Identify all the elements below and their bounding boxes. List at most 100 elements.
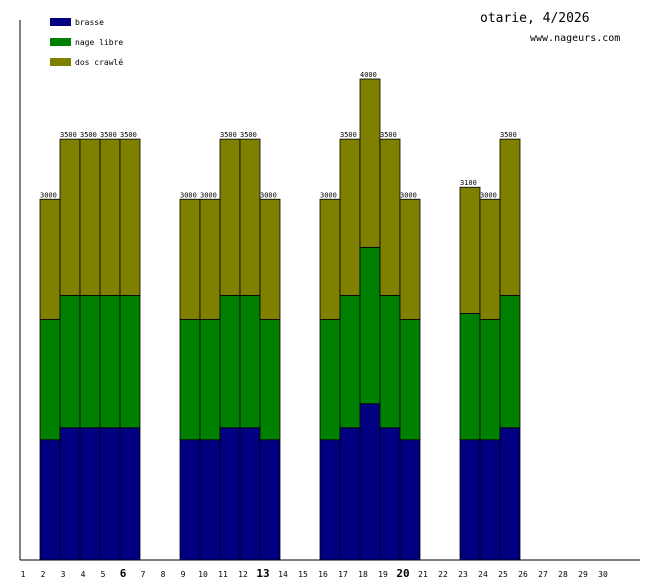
data-label-day-2: 3000 [40, 191, 57, 199]
bar-segment-nage-libre-day-3 [59, 295, 81, 429]
bar-segment-nage-libre-day-19 [379, 295, 401, 429]
x-tick-label-27: 27 [538, 570, 548, 579]
bar-segment-nage-libre-day-5 [99, 295, 121, 429]
bar-segment-nage-libre-day-12 [239, 295, 261, 429]
data-label-day-20: 3000 [400, 191, 417, 199]
x-tick-label-15: 15 [298, 570, 308, 579]
data-label-day-18: 4000 [360, 71, 377, 79]
legend-swatch-nage-libre [50, 38, 71, 46]
bar-segment-nage-libre-day-23 [459, 313, 481, 441]
data-label-day-11: 3500 [220, 131, 237, 139]
legend-swatch-brasse [50, 18, 71, 26]
x-tick-label-19: 19 [378, 570, 388, 579]
bar-segment-nage-libre-day-16 [319, 319, 341, 441]
x-tick-label-1: 1 [21, 570, 26, 579]
x-tick-label-4: 4 [81, 570, 86, 579]
bar-segment-brasse-day-19 [379, 427, 401, 561]
bar-segment-dos-crawlé-day-18 [359, 78, 381, 248]
bar-segment-dos-crawlé-day-16 [319, 198, 341, 320]
x-tick-label-14: 14 [278, 570, 288, 579]
x-tick-label-22: 22 [438, 570, 448, 579]
x-tick-label-6: 6 [120, 567, 127, 580]
bar-segment-brasse-day-6 [119, 427, 141, 561]
data-label-day-6: 3500 [120, 131, 137, 139]
bar-segment-brasse-day-25 [499, 427, 521, 561]
x-tick-label-10: 10 [198, 570, 208, 579]
x-tick-label-25: 25 [498, 570, 508, 579]
x-tick-label-2: 2 [41, 570, 46, 579]
bar-segment-brasse-day-3 [59, 427, 81, 561]
bar-segment-nage-libre-day-2 [39, 319, 61, 441]
bar-segment-nage-libre-day-11 [219, 295, 241, 429]
bar-segment-nage-libre-day-10 [199, 319, 221, 441]
bar-segment-dos-crawlé-day-25 [499, 138, 521, 296]
bar-segment-nage-libre-day-25 [499, 295, 521, 429]
bar-segment-dos-crawlé-day-13 [259, 198, 281, 320]
bar-segment-dos-crawlé-day-20 [399, 198, 421, 320]
bar-segment-brasse-day-24 [479, 439, 501, 561]
x-tick-label-28: 28 [558, 570, 568, 579]
bar-segment-nage-libre-day-6 [119, 295, 141, 429]
x-tick-label-20: 20 [396, 567, 409, 580]
x-tick-label-8: 8 [161, 570, 166, 579]
bar-segment-brasse-day-9 [179, 439, 201, 561]
x-tick-label-9: 9 [181, 570, 186, 579]
data-label-day-19: 3500 [380, 131, 397, 139]
bar-segment-dos-crawlé-day-9 [179, 198, 201, 320]
legend-label-nage-libre: nage libre [75, 38, 123, 47]
bar-segment-nage-libre-day-24 [479, 319, 501, 441]
x-tick-label-18: 18 [358, 570, 368, 579]
data-label-day-13: 3000 [260, 191, 277, 199]
bar-segment-brasse-day-16 [319, 439, 341, 561]
x-tick-label-29: 29 [578, 570, 588, 579]
bar-segment-dos-crawlé-day-2 [39, 198, 61, 320]
data-label-day-9: 3000 [180, 191, 197, 199]
x-tick-label-16: 16 [318, 570, 328, 579]
x-tick-label-3: 3 [61, 570, 66, 579]
bar-segment-dos-crawlé-day-3 [59, 138, 81, 296]
chart-title: otarie, 4/2026 [480, 11, 590, 26]
x-tick-label-21: 21 [418, 570, 428, 579]
data-label-day-12: 3500 [240, 131, 257, 139]
bar-segment-dos-crawlé-day-12 [239, 138, 261, 296]
data-label-day-5: 3500 [100, 131, 117, 139]
x-tick-label-13: 13 [256, 567, 269, 580]
bar-segment-nage-libre-day-13 [259, 319, 281, 441]
x-tick-label-30: 30 [598, 570, 608, 579]
x-tick-label-24: 24 [478, 570, 488, 579]
bar-segment-dos-crawlé-day-10 [199, 198, 221, 320]
bar-segment-brasse-day-17 [339, 427, 361, 561]
data-label-day-17: 3500 [340, 131, 357, 139]
bar-segment-brasse-day-5 [99, 427, 121, 561]
bar-segment-dos-crawlé-day-6 [119, 138, 141, 296]
data-label-day-3: 3500 [60, 131, 77, 139]
bar-segment-brasse-day-13 [259, 439, 281, 561]
bar-segment-dos-crawlé-day-4 [79, 138, 101, 296]
legend: brasse nage libre dos crawlé [50, 18, 123, 67]
x-tick-label-11: 11 [218, 570, 228, 579]
bar-segment-brasse-day-23 [459, 439, 481, 561]
bar-segment-brasse-day-10 [199, 439, 221, 561]
x-tick-label-17: 17 [338, 570, 348, 579]
bar-segment-brasse-day-11 [219, 427, 241, 561]
data-label-day-23: 3100 [460, 179, 477, 187]
bar-segment-dos-crawlé-day-24 [479, 198, 501, 320]
x-tick-labels: 1 2 3 4 5 6 7 8 9 10 11 12 13 14 15 16 17 18 19 20 21 22 23 24 2… [21, 567, 608, 580]
data-label-day-4: 3500 [80, 131, 97, 139]
bar-segment-nage-libre-day-18 [359, 246, 381, 405]
bar-segment-nage-libre-day-20 [399, 319, 421, 441]
data-label-day-16: 3000 [320, 191, 337, 199]
site-url: www.nageurs.com [530, 33, 620, 44]
bar-segment-brasse-day-18 [359, 403, 381, 561]
x-tick-label-23: 23 [458, 570, 468, 579]
bar-segment-brasse-day-4 [79, 427, 101, 561]
x-tick-label-12: 12 [238, 570, 248, 579]
bar-segment-nage-libre-day-17 [339, 295, 361, 429]
x-tick-label-5: 5 [101, 570, 106, 579]
bar-segment-nage-libre-day-9 [179, 319, 201, 441]
x-tick-label-7: 7 [141, 570, 146, 579]
bars-group [39, 78, 521, 561]
bar-segment-nage-libre-day-4 [79, 295, 101, 429]
